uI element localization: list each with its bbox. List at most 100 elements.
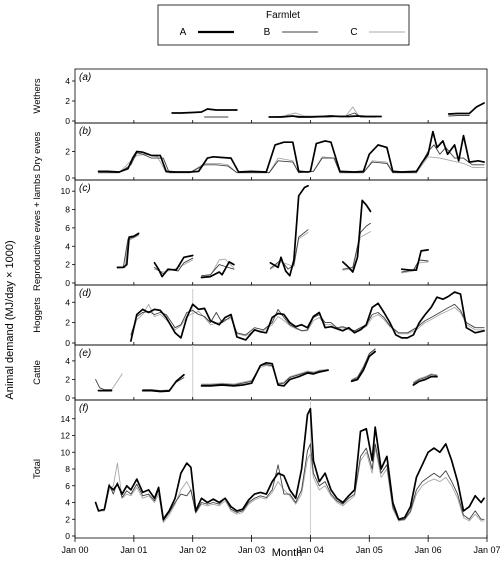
panel-e: 0 2 4 (e) Cattle <box>32 344 488 403</box>
series-line-c <box>111 373 123 391</box>
series-line-c <box>130 303 485 339</box>
series-line-a <box>141 373 185 393</box>
panel-letter: (a) <box>79 72 91 83</box>
series-line-c <box>269 232 309 270</box>
legend-label-c: C <box>350 27 357 38</box>
y-tick-label: 10 <box>61 447 71 457</box>
x-tick-label: Jan 05 <box>356 545 383 555</box>
y-tick-label: 8 <box>65 205 70 215</box>
panel-letter: (c) <box>79 183 91 194</box>
series-line-a <box>447 102 485 115</box>
y-tick-label: 0 <box>65 173 70 183</box>
x-axis-label: Month <box>272 547 303 559</box>
series-line-c <box>201 365 329 385</box>
panel-y-label: Cattle <box>32 360 43 385</box>
series-line-a <box>97 130 485 173</box>
x-axis: Jan 00 Jan 01 Jan 02 Jan 03 Jan 04 Jan 05 Jan … <box>61 538 500 555</box>
x-tick-label: Jan 04 <box>297 545 324 555</box>
y-tick-label: 6 <box>65 223 70 233</box>
y-tick-label: 14 <box>61 414 71 424</box>
series-line-a <box>130 291 485 342</box>
series-line-a <box>200 261 235 279</box>
panel-c: 0 2 4 6 8 10 (c) Reproductive ewes + lambs <box>32 174 488 291</box>
panel-y-label: Hoggets <box>32 297 43 333</box>
shared-y-axis-label: Animal demand (MJ/day × 1000) <box>4 240 16 399</box>
series-line-a <box>269 184 309 277</box>
panel-y-label: Dry ewes <box>32 131 43 171</box>
series-line-a <box>116 232 140 269</box>
series-line-a <box>200 361 329 387</box>
y-tick-label: 4 <box>65 297 70 307</box>
panel-f: 0 2 4 6 8 10 12 14 (f) Total <box>32 399 488 541</box>
y-tick-label: 2 <box>65 96 70 106</box>
panel-y-label: Wethers <box>32 78 43 113</box>
legend-label-a: A <box>180 27 187 38</box>
legend-title: Farmlet <box>266 10 300 21</box>
series-line-a <box>171 108 238 114</box>
series-line-b <box>142 377 185 392</box>
x-tick-label: Jan 07 <box>473 545 500 555</box>
y-tick-label: 12 <box>61 431 71 441</box>
series-line-c <box>201 258 235 278</box>
panel-frame <box>74 68 488 124</box>
series-line-b <box>401 259 429 273</box>
legend-frame <box>157 4 410 46</box>
y-tick-label: 2 <box>65 374 70 384</box>
y-tick-label: 2 <box>65 260 70 270</box>
panel-letter: (b) <box>79 126 91 137</box>
y-tick-label: 4 <box>65 76 70 86</box>
panel-a: 0 2 4 (a) Wethers <box>32 68 488 126</box>
y-tick-label: 4 <box>65 498 70 508</box>
panel-frame <box>74 179 488 286</box>
series-line-a <box>94 407 485 521</box>
series-line-a <box>412 375 438 386</box>
panel-y-label: Reproductive ewes + lambs <box>32 174 43 291</box>
series-line-b <box>448 115 470 117</box>
panel-letter: (d) <box>79 288 91 299</box>
series-line-b <box>201 364 329 386</box>
series-line-b <box>95 379 112 391</box>
series-line-a <box>350 350 377 383</box>
y-tick-label: 4 <box>65 356 70 366</box>
panel-frame <box>74 344 488 401</box>
series-line-c <box>412 373 438 383</box>
x-tick-label: Jan 02 <box>179 545 206 555</box>
series-line-b <box>269 229 309 270</box>
y-tick-label: 4 <box>65 241 70 251</box>
y-tick-label: 0 <box>65 116 70 126</box>
x-tick-label: Jan 00 <box>61 545 88 555</box>
y-tick-label: 10 <box>61 186 71 196</box>
series-line-b <box>201 264 235 277</box>
panels: 0 2 4 (a) Wethers 0 2 (b) Dry ewes 0 2 4 6 8 10 (c) Repr… <box>32 68 488 541</box>
series-line-c <box>98 447 485 524</box>
legend-label-b: B <box>264 27 271 38</box>
panel-y-label: Total <box>32 459 43 479</box>
panel-b: 0 2 (b) Dry ewes <box>32 122 488 183</box>
x-tick-label: Jan 03 <box>238 545 265 555</box>
legend: Farmlet A B C <box>157 4 410 46</box>
panel-frame <box>74 399 488 539</box>
y-tick-label: 6 <box>65 481 70 491</box>
x-tick-label: Jan 01 <box>120 545 147 555</box>
y-tick-label: 2 <box>65 514 70 524</box>
series-line-a <box>268 115 382 118</box>
series-line-b <box>351 348 376 381</box>
series-line-a <box>341 199 372 273</box>
panel-letter: (f) <box>79 403 88 414</box>
y-tick-label: 0 <box>65 531 70 541</box>
y-tick-label: 0 <box>65 338 70 348</box>
x-tick-label: Jan 06 <box>415 545 442 555</box>
y-tick-label: 2 <box>65 318 70 328</box>
series-line-c <box>342 231 371 271</box>
panel-d: 0 2 4 (d) Hoggets <box>32 284 488 348</box>
series-line-a <box>153 254 194 278</box>
series-line-a <box>400 249 429 271</box>
y-tick-label: 0 <box>65 393 70 403</box>
series-line-b <box>98 443 485 522</box>
y-tick-label: 8 <box>65 464 70 474</box>
series-line-b <box>412 374 438 384</box>
y-tick-label: 2 <box>65 147 70 157</box>
y-tick-label: 0 <box>65 278 70 288</box>
panel-letter: (e) <box>79 348 91 359</box>
